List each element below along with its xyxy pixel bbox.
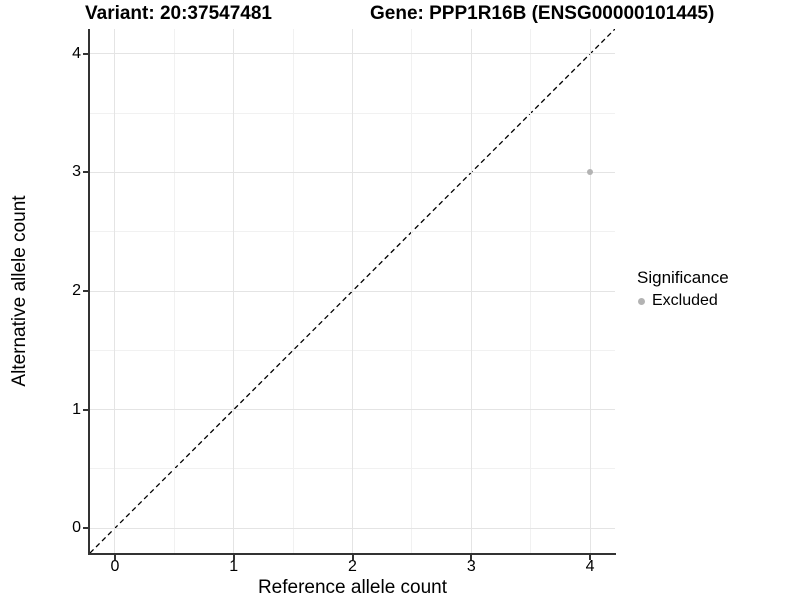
y-tick-mark [83,527,88,530]
plot-title-variant: Variant: 20:37547481 [85,3,272,24]
x-tick-mark [113,555,116,560]
y-tick-mark [83,171,88,174]
gridline-y-major [90,171,615,173]
y-tick-mark [83,52,88,55]
y-tick-label: 0 [72,519,81,537]
x-tick-mark [589,555,592,560]
gridline-y-major [90,409,615,411]
legend-item-label: Excluded [652,292,718,309]
gridline-y-major [90,527,615,529]
data-point [587,169,594,176]
legend-marker-circle-icon [638,297,645,305]
plot-title-gene: Gene: PPP1R16B (ENSG00000101445) [370,3,715,24]
y-tick-label: 1 [72,400,81,418]
y-axis-title: Alternative allele count [9,195,30,387]
x-tick-mark [232,555,235,560]
plot-panel [90,29,615,553]
x-tick-label: 1 [229,558,239,575]
y-tick-label: 4 [72,44,81,62]
legend-title: Significance [637,268,729,287]
gridline-y-major [90,53,615,55]
x-axis-line [88,553,616,555]
x-tick-mark [470,555,473,560]
y-tick-label: 2 [72,282,81,299]
x-axis-title: Reference allele count [257,577,448,598]
x-tick-label: 2 [348,558,357,575]
legend-item-excluded: Excluded [632,292,729,310]
y-tick-mark [83,408,88,411]
identity-reference-line [90,29,615,553]
y-axis-line [88,29,90,555]
legend: Significance Excluded [632,268,729,310]
x-tick-label: 4 [585,558,595,575]
y-tick-label: 3 [72,163,81,181]
x-tick-label: 3 [466,558,476,575]
x-tick-mark [351,555,354,560]
gridline-y-major [90,290,615,292]
y-tick-mark [83,290,88,292]
x-tick-label: 0 [110,558,120,575]
